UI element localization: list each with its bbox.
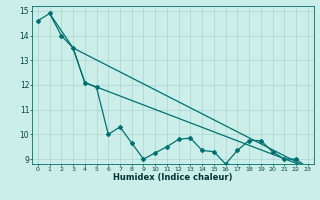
- X-axis label: Humidex (Indice chaleur): Humidex (Indice chaleur): [113, 173, 233, 182]
